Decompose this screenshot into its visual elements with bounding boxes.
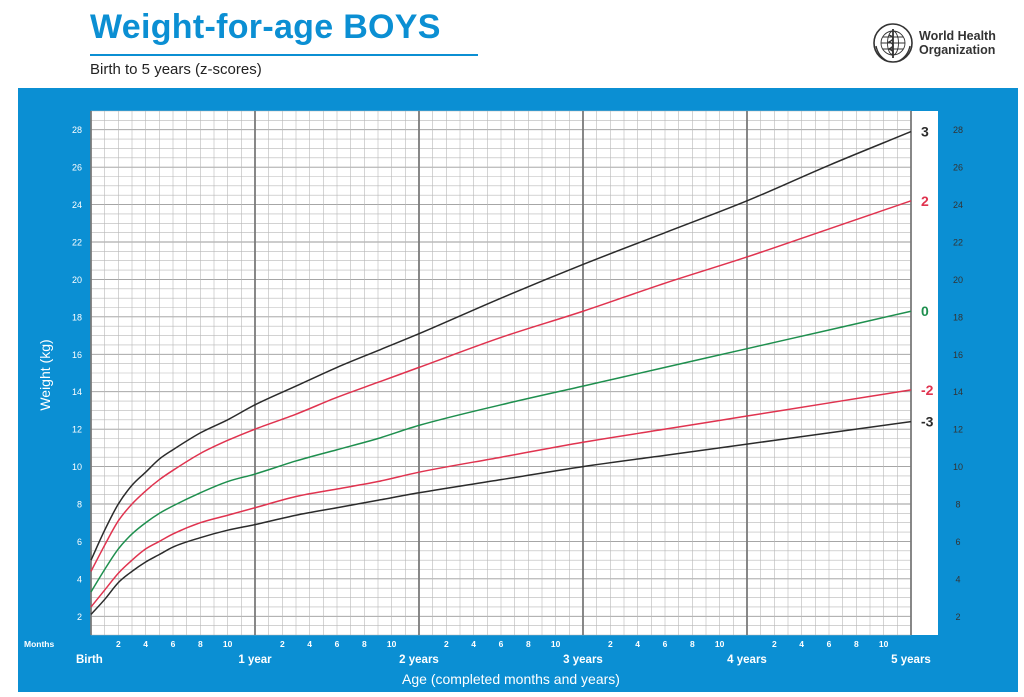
x-tick-label-month: 6 xyxy=(827,639,832,649)
x-tick-label-month: 6 xyxy=(171,639,176,649)
x-axis-month-ticks: 2 4 6 8 10 2 4 6 8 10 2 4 6 8 10 2 4 6 8 10 2 4 6 8 10 xyxy=(116,639,889,649)
y-tick-label-right: 8 xyxy=(955,500,960,510)
x-tick-label-month: 8 xyxy=(526,639,531,649)
y-tick-label-right: 26 xyxy=(953,163,963,173)
zscore-curves xyxy=(90,130,912,615)
chart-title: Weight-for-age BOYS xyxy=(90,8,441,46)
x-tick-label-month: 4 xyxy=(471,639,476,649)
y-tick-label-left: 22 xyxy=(72,238,82,248)
x-tick-label-month: 10 xyxy=(223,639,233,649)
x-tick-label-month: 4 xyxy=(635,639,640,649)
y-tick-label-right: 20 xyxy=(953,275,963,285)
x-axis-title: Age (completed months and years) xyxy=(402,671,620,687)
x-tick-label-month: 10 xyxy=(551,639,561,649)
x-tick-label-month: 10 xyxy=(879,639,889,649)
zscore-label-2: 2 xyxy=(921,193,929,209)
x-year-label: 1 year xyxy=(238,654,272,666)
x-tick-label-month: 8 xyxy=(198,639,203,649)
right-axis-strip xyxy=(911,111,938,635)
y-tick-label-right: 2 xyxy=(955,612,960,622)
y-tick-label-left: 14 xyxy=(72,387,82,397)
x-tick-label-month: 10 xyxy=(715,639,725,649)
y-tick-label-left: 6 xyxy=(77,537,82,547)
y-tick-label-left: 28 xyxy=(72,125,82,135)
y-tick-label-left: 18 xyxy=(72,312,82,322)
y-tick-label-left: 26 xyxy=(72,163,82,173)
x-tick-label-month: 8 xyxy=(854,639,859,649)
x-year-label: 4 years xyxy=(727,654,767,666)
zscore-label-3: 3 xyxy=(921,124,929,140)
x-year-label: 3 years xyxy=(563,654,603,666)
x-tick-label-month: 2 xyxy=(444,639,449,649)
x-tick-label-month: 4 xyxy=(307,639,312,649)
y-tick-label-right: 24 xyxy=(953,200,963,210)
y-tick-label-right: 10 xyxy=(953,462,963,472)
zscore-curve-neg2 xyxy=(90,389,912,608)
x-tick-label-month: 2 xyxy=(116,639,121,649)
x-tick-label-month: 2 xyxy=(772,639,777,649)
zscore-curve-2 xyxy=(90,200,912,572)
x-tick-label-month: 2 xyxy=(608,639,613,649)
x-tick-label-month: 6 xyxy=(335,639,340,649)
zscore-label-0: 0 xyxy=(921,303,929,319)
y-tick-label-right: 14 xyxy=(953,387,963,397)
y-tick-label-right: 4 xyxy=(955,574,960,584)
y-tick-label-right: 16 xyxy=(953,350,963,360)
y-tick-label-left: 2 xyxy=(77,612,82,622)
zscore-label-neg2: -2 xyxy=(921,382,934,398)
who-emblem-icon xyxy=(873,23,913,63)
x-unit-label: Months xyxy=(24,639,54,649)
who-logo: World Health Organization xyxy=(872,22,996,64)
x-tick-label-month: 10 xyxy=(387,639,397,649)
x-tick-label-month: 8 xyxy=(690,639,695,649)
org-name-line1: World Health xyxy=(919,29,996,43)
y-tick-label-left: 24 xyxy=(72,200,82,210)
zscore-label-neg3: -3 xyxy=(921,414,934,430)
zscore-curve-3 xyxy=(90,130,912,561)
y-tick-label-left: 4 xyxy=(77,574,82,584)
x-year-label: 5 years xyxy=(891,654,931,666)
x-tick-label-month: 8 xyxy=(362,639,367,649)
x-tick-label-month: 4 xyxy=(799,639,804,649)
zscore-curve-neg3 xyxy=(90,420,912,615)
y-tick-label-left: 20 xyxy=(72,275,82,285)
y-tick-label-right: 6 xyxy=(955,537,960,547)
grid-lines xyxy=(90,110,912,636)
y-tick-label-right: 22 xyxy=(953,238,963,248)
zscore-curve-0 xyxy=(90,310,912,593)
x-year-label: 2 years xyxy=(399,654,439,666)
x-tick-label-month: 4 xyxy=(143,639,148,649)
y-tick-label-left: 16 xyxy=(72,350,82,360)
x-tick-label-month: 2 xyxy=(280,639,285,649)
x-tick-label-month: 6 xyxy=(499,639,504,649)
y-tick-label-right: 12 xyxy=(953,425,963,435)
org-name-line2: Organization xyxy=(919,43,996,57)
x-year-label: Birth xyxy=(76,654,103,666)
y-axis-title: Weight (kg) xyxy=(37,339,53,410)
y-tick-label-right: 18 xyxy=(953,312,963,322)
chart-subtitle: Birth to 5 years (z-scores) xyxy=(90,61,262,78)
y-tick-label-right: 28 xyxy=(953,125,963,135)
y-tick-label-left: 12 xyxy=(72,425,82,435)
x-axis-year-labels: Birth 1 year 2 years 3 years 4 years 5 years xyxy=(76,654,931,666)
title-underline xyxy=(90,54,478,56)
y-tick-label-left: 10 xyxy=(72,462,82,472)
y-tick-label-left: 8 xyxy=(77,500,82,510)
x-tick-label-month: 6 xyxy=(663,639,668,649)
zscore-curve-labels: 3 2 0 -2 -3 xyxy=(921,124,934,430)
